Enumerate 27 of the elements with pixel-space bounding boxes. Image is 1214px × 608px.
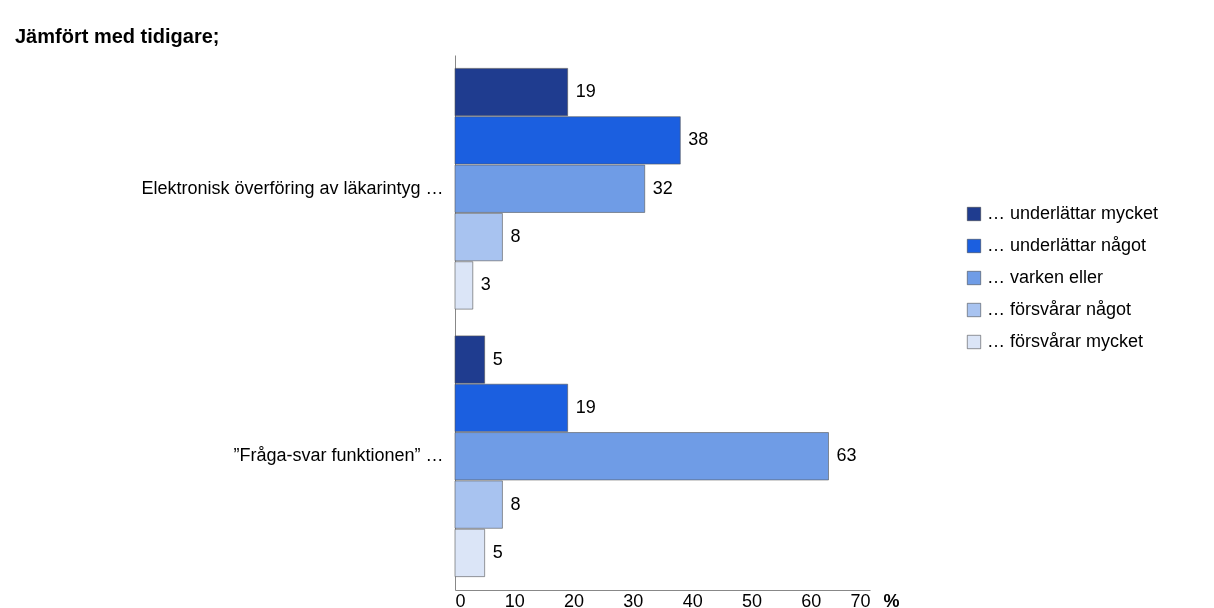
data-label: 32 bbox=[652, 177, 673, 198]
legend-label: … underlättar mycket bbox=[987, 203, 1159, 223]
data-label: 3 bbox=[480, 274, 491, 295]
data-label: 19 bbox=[575, 396, 596, 417]
data-label: 38 bbox=[688, 129, 709, 150]
text: Jämfört med tidigare; bbox=[15, 25, 220, 47]
data-label: 8 bbox=[510, 226, 521, 247]
x-tick-label: 20 bbox=[564, 590, 585, 608]
legend-label: … underlättar något bbox=[987, 235, 1147, 255]
data-label: 8 bbox=[510, 493, 521, 514]
x-tick-label: 40 bbox=[682, 590, 703, 608]
x-tick-label: 10 bbox=[504, 590, 525, 608]
legend-label: … försvårar mycket bbox=[987, 331, 1144, 351]
x-tick-label: 0 bbox=[455, 590, 466, 608]
y-tick-label: ”Fråga-svar funktionen” … bbox=[233, 445, 444, 466]
x-tick-label: 30 bbox=[623, 590, 644, 608]
x-tick-label: 50 bbox=[741, 590, 762, 608]
data-label: 63 bbox=[836, 445, 857, 466]
legend-label: … försvårar något bbox=[987, 299, 1132, 319]
y-tick-label: Elektronisk överföring av läkarintyg … bbox=[141, 177, 444, 198]
x-tick-label: 70 bbox=[850, 590, 871, 608]
data-label: 5 bbox=[492, 348, 503, 369]
data-label: 5 bbox=[492, 541, 503, 562]
data-label: 19 bbox=[575, 81, 596, 102]
x-axis-title: % bbox=[883, 590, 900, 608]
legend-label: … varken eller bbox=[987, 267, 1104, 287]
x-tick-label: 60 bbox=[801, 590, 822, 608]
